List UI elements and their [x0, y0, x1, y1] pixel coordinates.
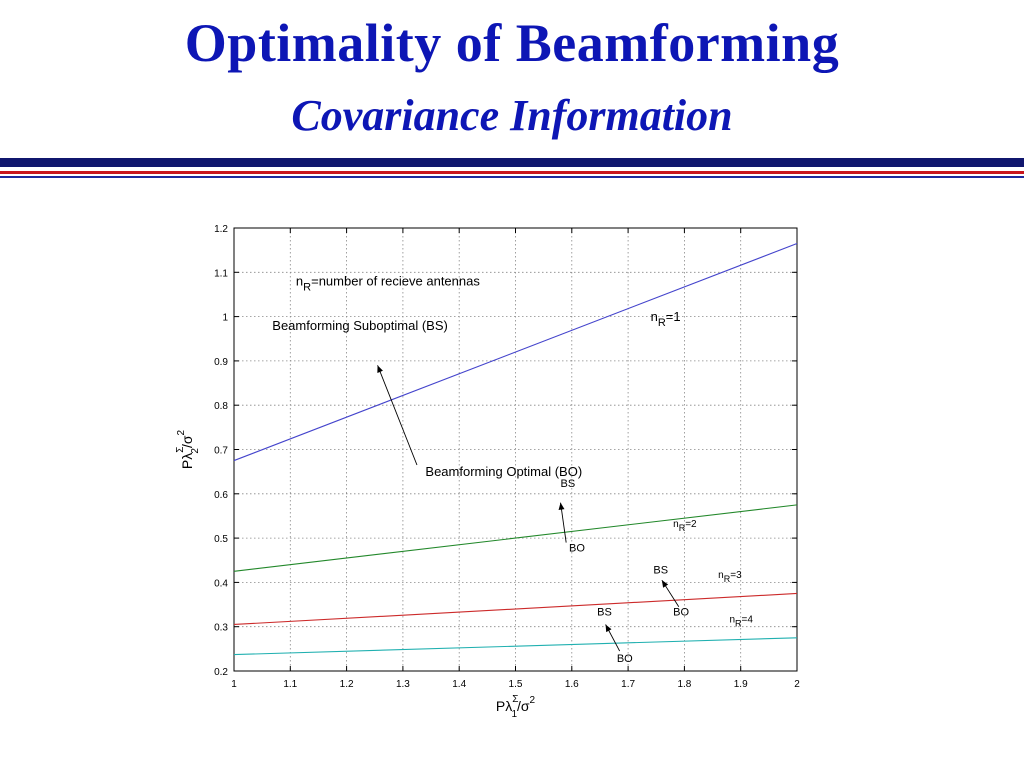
x-tick-label: 1.8	[677, 679, 691, 690]
bs-bo-arrow-nr4-head	[605, 624, 612, 633]
y-tick-label: 0.8	[214, 401, 228, 412]
x-axis-ticks: 1 1.1 1.2 1.3 1.4 1.5 1.6 1.7 1.8 1.9 2	[231, 228, 800, 690]
x-tick-label: 1.4	[452, 679, 466, 690]
small-label-bs: BS	[653, 565, 668, 577]
bs-bo-arrow-nr2-head	[558, 502, 565, 511]
divider-red	[0, 171, 1024, 174]
divider-blue	[0, 176, 1024, 178]
slide-title: Optimality of Beamforming	[184, 13, 840, 73]
y-tick-label: 0.9	[214, 357, 228, 368]
y-tick-label: 0.3	[214, 623, 228, 634]
small-label-bo: BO	[617, 653, 633, 665]
y-tick-label: 0.7	[214, 446, 228, 457]
series-lines	[233, 242, 798, 656]
y-axis-ticks: 0.2 0.3 0.4 0.5 0.6 0.7 0.8 0.9 1 1.1 1.2	[214, 224, 797, 678]
small-label-bo: BO	[569, 542, 585, 554]
x-tick-label: 1.3	[396, 679, 410, 690]
bs-bo-small-labels: BS BO BS BO BS BO	[561, 478, 690, 665]
small-label-bs: BS	[561, 478, 576, 490]
bs-annotation: Beamforming Suboptimal (BS)	[272, 318, 448, 333]
bo-to-bs-arrow	[377, 365, 418, 466]
nr-definition-annotation: nR=number of recieve antennas	[296, 274, 480, 294]
y-tick-label: 0.2	[214, 667, 228, 678]
y-tick-label: 0.5	[214, 534, 228, 545]
x-tick-label: 1.7	[621, 679, 635, 690]
chart-grid	[234, 228, 797, 671]
x-tick-label: 1.2	[340, 679, 354, 690]
y-axis-label: PλΣ 2/σ2	[175, 429, 201, 469]
x-tick-label: 1	[231, 679, 237, 690]
annotation-arrows	[377, 365, 680, 652]
bs-bo-arrow-nr3-head	[661, 580, 669, 588]
small-label-bo: BO	[673, 607, 689, 619]
x-tick-label: 1.1	[283, 679, 297, 690]
y-tick-label: 1.2	[214, 224, 228, 235]
bo-annotation: Beamforming Optimal (BO)	[425, 464, 582, 479]
y-tick-label: 1	[222, 313, 228, 324]
series-line-3	[233, 592, 798, 626]
series-line-1	[233, 242, 798, 462]
series-label-nr3: nR=3	[718, 570, 742, 584]
x-tick-label: 2	[794, 679, 800, 690]
bo-to-bs-arrow-head	[377, 365, 383, 373]
series-label-nr2: nR=2	[673, 519, 697, 533]
x-tick-label: 1.6	[565, 679, 579, 690]
series-line-4	[233, 637, 798, 656]
y-tick-label: 1.1	[214, 268, 228, 279]
y-tick-label: 0.6	[214, 490, 228, 501]
x-axis-label: PλΣ 1/σ2	[496, 694, 536, 720]
series-line-2	[233, 504, 798, 572]
divider-navy	[0, 158, 1024, 167]
y-tick-label: 0.4	[214, 578, 228, 589]
small-label-bs: BS	[597, 607, 612, 619]
series-label-nr4: nR=4	[729, 614, 753, 628]
x-tick-label: 1.9	[734, 679, 748, 690]
slide-subtitle: Covariance Information	[291, 91, 733, 140]
series-label-nr1: nR=1	[651, 309, 681, 329]
x-tick-label: 1.5	[509, 679, 523, 690]
